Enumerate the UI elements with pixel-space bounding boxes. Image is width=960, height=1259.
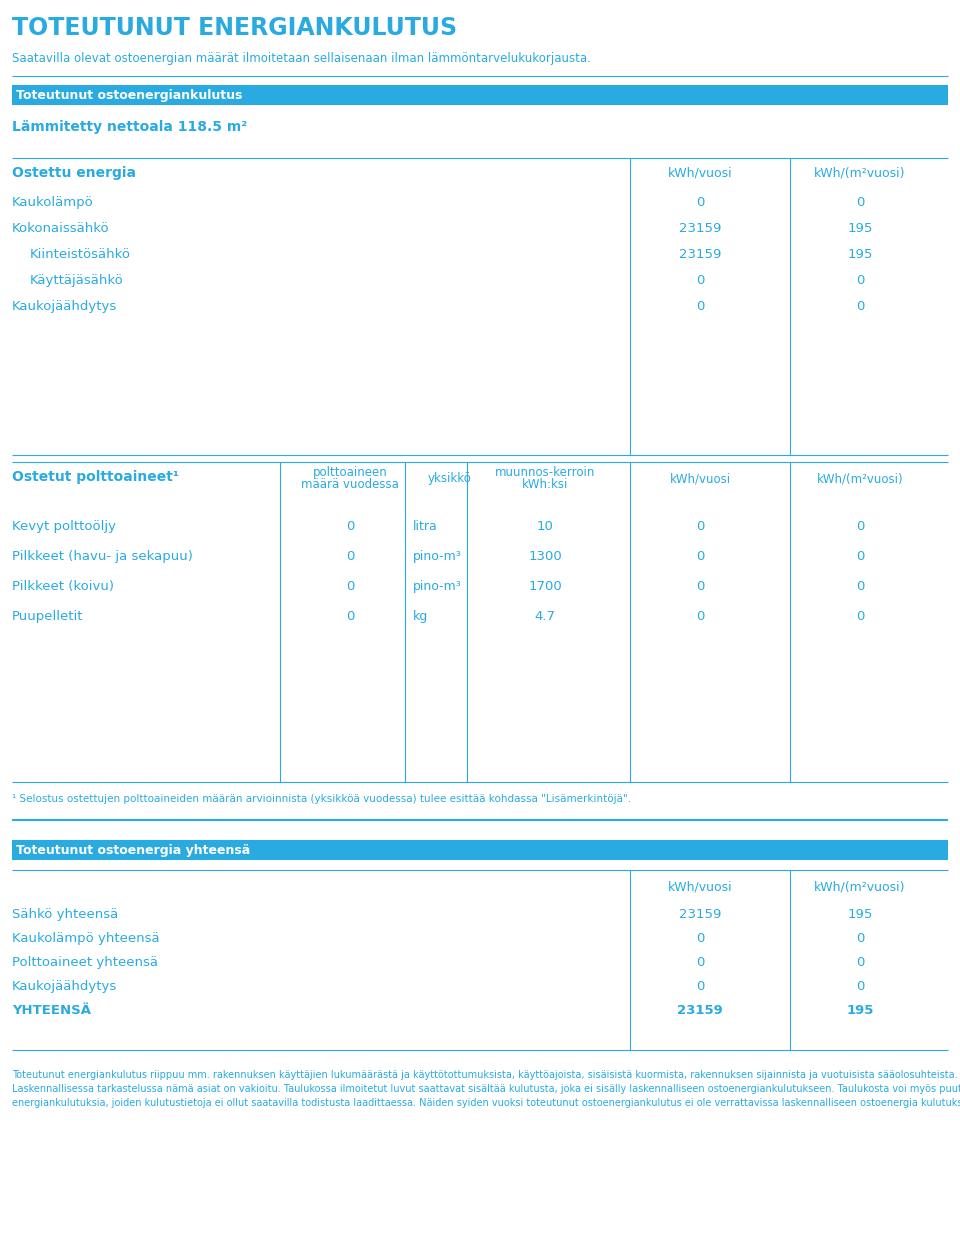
Text: 1300: 1300 (528, 550, 562, 563)
Text: 23159: 23159 (679, 222, 721, 235)
Text: 0: 0 (696, 274, 705, 287)
Text: ¹ Selostus ostettujen polttoaineiden määrän arvioinnista (yksikköä vuodessa) tul: ¹ Selostus ostettujen polttoaineiden mää… (12, 794, 631, 805)
Text: muunnos-kerroin: muunnos-kerroin (494, 466, 595, 478)
Text: 0: 0 (696, 550, 705, 563)
Text: Laskennallisessa tarkastelussa nämä asiat on vakioitu. Taulukossa ilmoitetut luv: Laskennallisessa tarkastelussa nämä asia… (12, 1084, 960, 1094)
Text: pino-m³: pino-m³ (413, 580, 462, 593)
Text: Puupelletit: Puupelletit (12, 611, 84, 623)
Text: 0: 0 (855, 300, 864, 313)
Text: 0: 0 (696, 520, 705, 533)
Text: Käyttäjäsähkö: Käyttäjäsähkö (30, 274, 124, 287)
Text: 23159: 23159 (679, 248, 721, 261)
Text: 0: 0 (855, 520, 864, 533)
Text: Kaukolämpö yhteensä: Kaukolämpö yhteensä (12, 932, 159, 946)
Text: kWh/vuosi: kWh/vuosi (668, 166, 732, 179)
Text: 0: 0 (855, 196, 864, 209)
Text: Lämmitetty nettoala 118.5 m²: Lämmitetty nettoala 118.5 m² (12, 120, 248, 133)
Text: Kiinteistösähkö: Kiinteistösähkö (30, 248, 131, 261)
Text: 0: 0 (855, 956, 864, 969)
Text: 0: 0 (696, 300, 705, 313)
Text: Ostettu energia: Ostettu energia (12, 166, 136, 180)
Text: 0: 0 (855, 980, 864, 993)
Text: 0: 0 (696, 956, 705, 969)
Text: määrä vuodessa: määrä vuodessa (301, 478, 399, 491)
Text: 0: 0 (855, 274, 864, 287)
Text: Ostetut polttoaineet¹: Ostetut polttoaineet¹ (12, 470, 179, 483)
Text: Kokonaissähkö: Kokonaissähkö (12, 222, 109, 235)
Text: 10: 10 (537, 520, 553, 533)
Text: litra: litra (413, 520, 438, 533)
Text: kWh/(m²vuosi): kWh/(m²vuosi) (814, 166, 905, 179)
Text: Sähkö yhteensä: Sähkö yhteensä (12, 908, 118, 922)
Text: kWh/(m²vuosi): kWh/(m²vuosi) (814, 880, 905, 893)
Text: Polttoaineet yhteensä: Polttoaineet yhteensä (12, 956, 158, 969)
Text: 4.7: 4.7 (535, 611, 556, 623)
Text: Toteutunut energiankulutus riippuu mm. rakennuksen käyttäjien lukumäärästä ja kä: Toteutunut energiankulutus riippuu mm. r… (12, 1070, 958, 1080)
Text: 0: 0 (696, 980, 705, 993)
Text: Kaukolämpö: Kaukolämpö (12, 196, 94, 209)
Text: 0: 0 (855, 580, 864, 593)
Text: 0: 0 (696, 196, 705, 209)
Text: 1700: 1700 (528, 580, 562, 593)
Text: kWh/(m²vuosi): kWh/(m²vuosi) (817, 472, 903, 485)
Text: 0: 0 (855, 611, 864, 623)
Text: Pilkkeet (koivu): Pilkkeet (koivu) (12, 580, 114, 593)
Text: Kaukojäähdytys: Kaukojäähdytys (12, 300, 117, 313)
Text: pino-m³: pino-m³ (413, 550, 462, 563)
Text: 0: 0 (696, 932, 705, 946)
Text: Pilkkeet (havu- ja sekapuu): Pilkkeet (havu- ja sekapuu) (12, 550, 193, 563)
Text: Kevyt polttoöljy: Kevyt polttoöljy (12, 520, 116, 533)
Text: 0: 0 (346, 520, 354, 533)
Text: 195: 195 (848, 248, 873, 261)
Text: yksikkö: yksikkö (428, 472, 472, 485)
Text: kWh:ksi: kWh:ksi (522, 478, 568, 491)
Text: Toteutunut ostoenergia yhteensä: Toteutunut ostoenergia yhteensä (16, 844, 251, 857)
Bar (12, 840, 948, 860)
Text: 0: 0 (696, 611, 705, 623)
Bar (12, 86, 948, 104)
Text: 0: 0 (346, 611, 354, 623)
Text: Kaukojäähdytys: Kaukojäähdytys (12, 980, 117, 993)
Text: 195: 195 (847, 1003, 874, 1017)
Text: 0: 0 (855, 550, 864, 563)
Text: energiankulutuksia, joiden kulutustietoja ei ollut saatavilla todistusta laaditt: energiankulutuksia, joiden kulutustietoj… (12, 1098, 960, 1108)
Text: TOTEUTUNUT ENERGIANKULUTUS: TOTEUTUNUT ENERGIANKULUTUS (12, 16, 457, 40)
Text: 23159: 23159 (679, 908, 721, 922)
Text: kWh/vuosi: kWh/vuosi (669, 472, 731, 485)
Text: 23159: 23159 (677, 1003, 723, 1017)
Text: Toteutunut ostoenergiankulutus: Toteutunut ostoenergiankulutus (16, 89, 242, 102)
Text: Saatavilla olevat ostoenergian määrät ilmoitetaan sellaisenaan ilman lämmöntarve: Saatavilla olevat ostoenergian määrät il… (12, 52, 590, 65)
Text: kWh/vuosi: kWh/vuosi (668, 880, 732, 893)
Text: YHTEENSÄ: YHTEENSÄ (12, 1003, 91, 1017)
Text: 195: 195 (848, 908, 873, 922)
Text: kg: kg (413, 611, 428, 623)
Text: 0: 0 (346, 580, 354, 593)
Text: polttoaineen: polttoaineen (313, 466, 388, 478)
Text: 195: 195 (848, 222, 873, 235)
Text: 0: 0 (346, 550, 354, 563)
Text: 0: 0 (696, 580, 705, 593)
Text: 0: 0 (855, 932, 864, 946)
